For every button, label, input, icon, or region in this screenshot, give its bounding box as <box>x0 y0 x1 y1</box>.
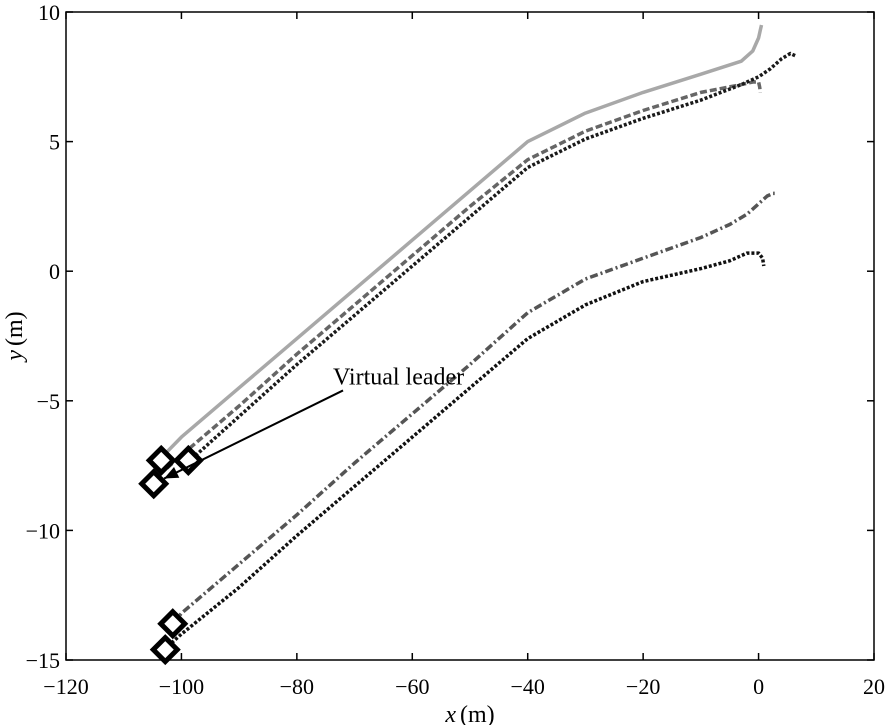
x-tick-label: 20 <box>863 674 885 699</box>
x-tick-label: −20 <box>626 674 660 699</box>
x-tick-label: −100 <box>159 674 204 699</box>
marker-layer <box>138 444 204 666</box>
series-line-1 <box>159 24 764 460</box>
annotation-virtual-leader: Virtual leader <box>333 364 464 390</box>
series-line-4 <box>171 191 775 625</box>
y-tick-label: 0 <box>49 259 60 284</box>
start-marker-1 <box>145 444 177 476</box>
x-tick-label: −40 <box>511 674 545 699</box>
y-tick-label: −10 <box>26 518 60 543</box>
y-tick-label: −5 <box>37 389 60 414</box>
annotation-arrow-line <box>163 389 344 480</box>
x-axis-unit: (m) <box>460 702 495 725</box>
x-tick-label: 0 <box>753 674 764 699</box>
start-marker-4 <box>157 608 189 640</box>
plot-area <box>65 11 875 661</box>
start-marker-3 <box>172 444 204 476</box>
y-axis-label: y (m) <box>2 311 28 362</box>
y-tick-label: 10 <box>38 0 60 25</box>
x-tick-label: −60 <box>395 674 429 699</box>
x-axis-label: x (m) <box>444 702 494 725</box>
start-marker-5 <box>149 634 181 666</box>
x-axis-var: x <box>444 702 456 725</box>
x-tick-label: −120 <box>43 674 88 699</box>
y-tick-label: 5 <box>49 130 60 155</box>
series-layer <box>159 24 797 651</box>
annotation-layer: Virtual leader <box>163 364 464 480</box>
y-axis-unit: (m) <box>2 311 28 346</box>
tick-layer: −120 −100 −80 −60 −40 −20 0 20 −15 −10 −5 0 5 10 <box>26 0 885 699</box>
series-line-2 <box>165 80 763 470</box>
series-line-3 <box>183 51 797 467</box>
y-axis-var: y <box>2 350 28 363</box>
annotation-arrow-head <box>164 466 180 479</box>
series-line-5 <box>162 251 766 651</box>
start-marker-2 <box>138 468 170 500</box>
x-tick-label: −80 <box>280 674 314 699</box>
y-tick-label: −15 <box>26 648 60 673</box>
